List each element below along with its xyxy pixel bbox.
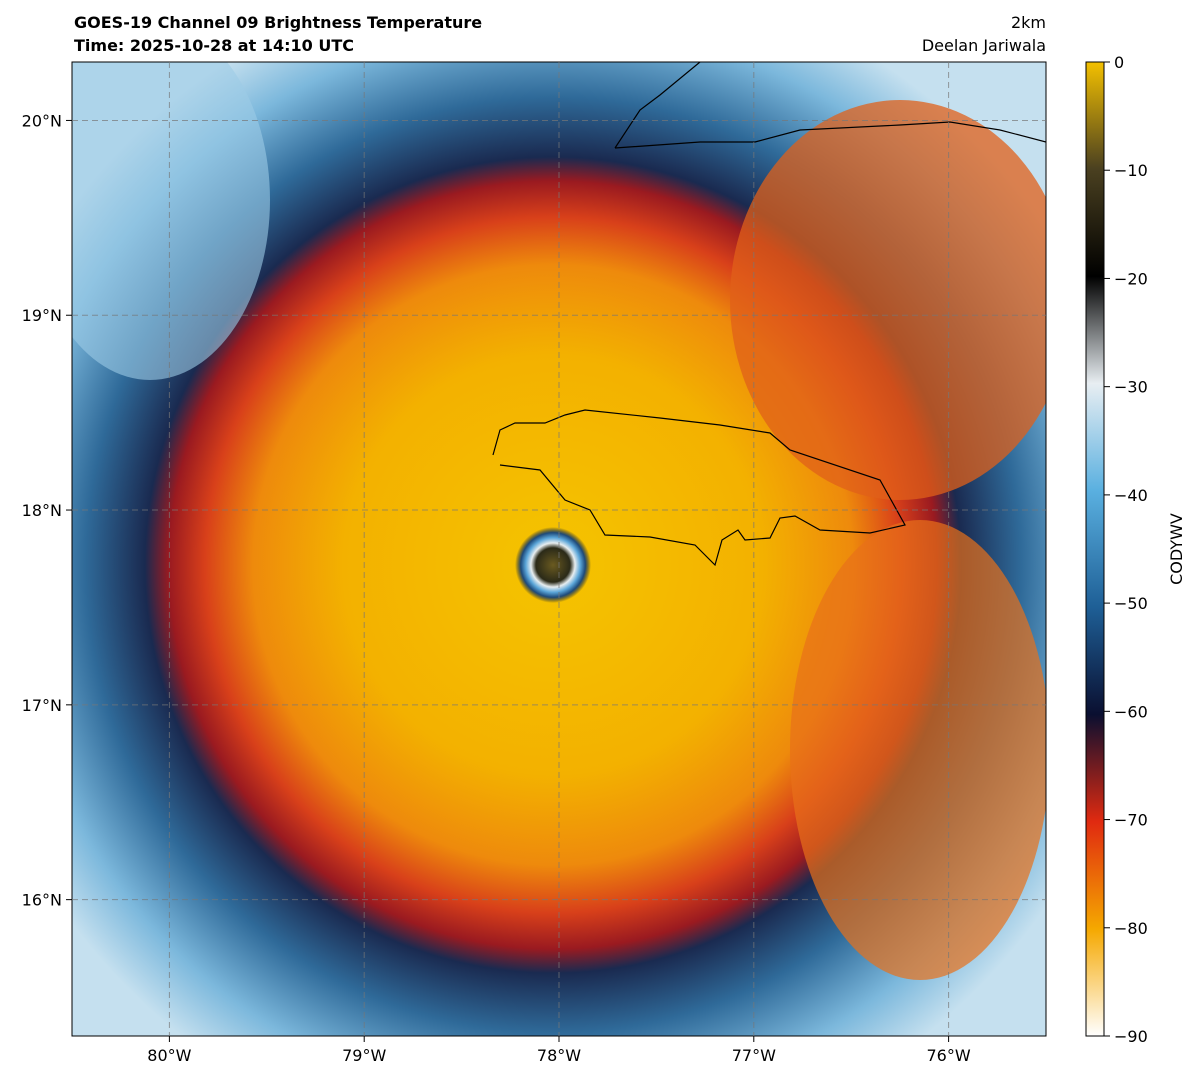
colorbar-tick-label: −60 <box>1114 702 1148 721</box>
x-tick-label: 79°W <box>342 1046 386 1065</box>
colorbar-tick-label: −10 <box>1114 161 1148 180</box>
colorbar-label: CODYWV <box>1167 513 1186 585</box>
colorbar <box>1085 61 1105 1037</box>
colorbar-tick-label: −70 <box>1114 811 1148 830</box>
x-tick-label: 78°W <box>537 1046 581 1065</box>
colorbar-tick-label: 0 <box>1114 53 1124 72</box>
x-tick-label: 80°W <box>147 1046 191 1065</box>
y-tick-label: 16°N <box>22 891 62 910</box>
colorbar-tick-label: −20 <box>1114 269 1148 288</box>
y-tick-label: 20°N <box>22 111 62 130</box>
resolution: 2km <box>1011 13 1046 32</box>
satellite-image <box>72 62 1046 1036</box>
y-tick-label: 17°N <box>22 696 62 715</box>
y-tick-label: 18°N <box>22 501 62 520</box>
colorbar-tick-label: −50 <box>1114 594 1148 613</box>
colorbar-tick-label: −40 <box>1114 486 1148 505</box>
colorbar-tick-label: −80 <box>1114 919 1148 938</box>
y-tick-label: 19°N <box>22 306 62 325</box>
colorbar-tick-label: −30 <box>1114 378 1148 397</box>
x-tick-label: 76°W <box>927 1046 971 1065</box>
title: GOES-19 Channel 09 Brightness Temperatur… <box>74 13 482 32</box>
colorbar-tick-label: −90 <box>1114 1027 1148 1046</box>
time: Time: 2025-10-28 at 14:10 UTC <box>74 36 354 55</box>
x-tick-label: 77°W <box>732 1046 776 1065</box>
author: Deelan Jariwala <box>922 36 1046 55</box>
